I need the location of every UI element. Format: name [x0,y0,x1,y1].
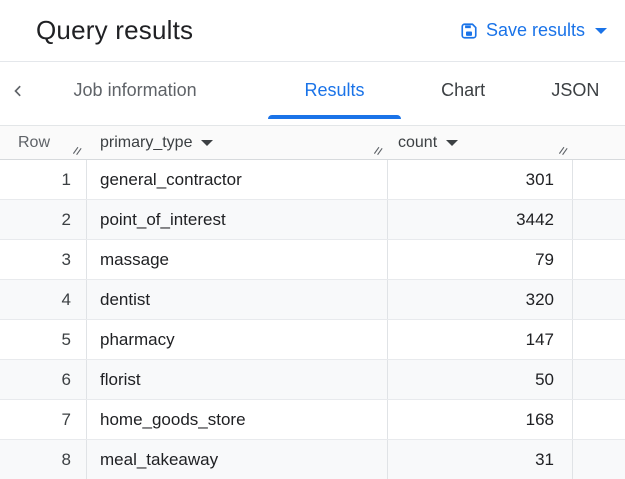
page-title: Query results [36,15,194,45]
column-header-label: Row [18,133,51,151]
table-header-row: Row primary_type count [0,125,625,160]
row-number-cell: 8 [0,440,87,479]
tab-label: Chart [441,80,486,100]
row-number-cell: 7 [0,400,87,439]
table-row[interactable]: 1 general_contractor 301 [0,160,625,200]
caret-down-icon [595,27,607,34]
count-cell: 50 [388,360,573,399]
save-results-label: Save results [485,20,585,40]
column-header-count[interactable]: count [388,126,573,159]
panel-header: Query results Save results [0,0,625,62]
filler-cell [573,280,625,319]
table-row[interactable]: 6 florist 50 [0,360,625,400]
primary-type-cell: massage [87,240,388,279]
primary-type-cell: point_of_interest [87,200,388,239]
filler-cell [573,360,625,399]
resize-handle-icon[interactable] [558,144,569,156]
column-header-filler [573,126,625,159]
count-cell: 79 [388,240,573,279]
row-number-cell: 5 [0,320,87,359]
filler-cell [573,240,625,279]
count-cell: 168 [388,400,573,439]
chevron-left-icon [8,81,28,101]
table-row[interactable]: 5 pharmacy 147 [0,320,625,360]
column-header-label: count [398,133,438,151]
row-number-cell: 6 [0,360,87,399]
tab-label: Job information [73,80,197,100]
count-cell: 31 [388,440,573,479]
filler-cell [573,200,625,239]
filler-cell [573,400,625,439]
column-header-primary-type[interactable]: primary_type [87,126,388,159]
column-header-label: primary_type [100,133,193,151]
scroll-tabs-left-button[interactable] [0,62,36,119]
row-number-cell: 3 [0,240,87,279]
tab-job-information[interactable]: Job information [36,62,235,119]
tab-results[interactable]: Results [268,62,401,119]
primary-type-cell: pharmacy [87,320,388,359]
column-header-row: Row [0,126,87,159]
caret-down-icon[interactable] [201,139,214,146]
primary-type-cell: general_contractor [87,160,388,199]
save-results-button[interactable]: Save results [450,14,617,47]
table-row[interactable]: 2 point_of_interest 3442 [0,200,625,240]
results-table: Row primary_type count [0,125,625,479]
count-cell: 3442 [388,200,573,239]
tab-label: Results [304,80,365,100]
save-icon [460,22,478,40]
count-cell: 147 [388,320,573,359]
primary-type-cell: dentist [87,280,388,319]
table-row[interactable]: 8 meal_takeaway 31 [0,440,625,479]
table-row[interactable]: 3 massage 79 [0,240,625,280]
caret-down-icon[interactable] [446,139,459,146]
tabs-bar: Job information Results Chart JSON [0,62,625,119]
filler-cell [573,440,625,479]
primary-type-cell: florist [87,360,388,399]
primary-type-cell: meal_takeaway [87,440,388,479]
primary-type-cell: home_goods_store [87,400,388,439]
table-row[interactable]: 4 dentist 320 [0,280,625,320]
filler-cell [573,320,625,359]
filler-cell [573,160,625,199]
tab-chart[interactable]: Chart [401,62,526,119]
resize-handle-icon[interactable] [72,144,83,156]
row-number-cell: 1 [0,160,87,199]
count-cell: 301 [388,160,573,199]
resize-handle-icon[interactable] [373,144,384,156]
tab-label: JSON [551,80,600,100]
count-cell: 320 [388,280,573,319]
table-row[interactable]: 7 home_goods_store 168 [0,400,625,440]
row-number-cell: 2 [0,200,87,239]
row-number-cell: 4 [0,280,87,319]
tab-json[interactable]: JSON [526,62,625,119]
